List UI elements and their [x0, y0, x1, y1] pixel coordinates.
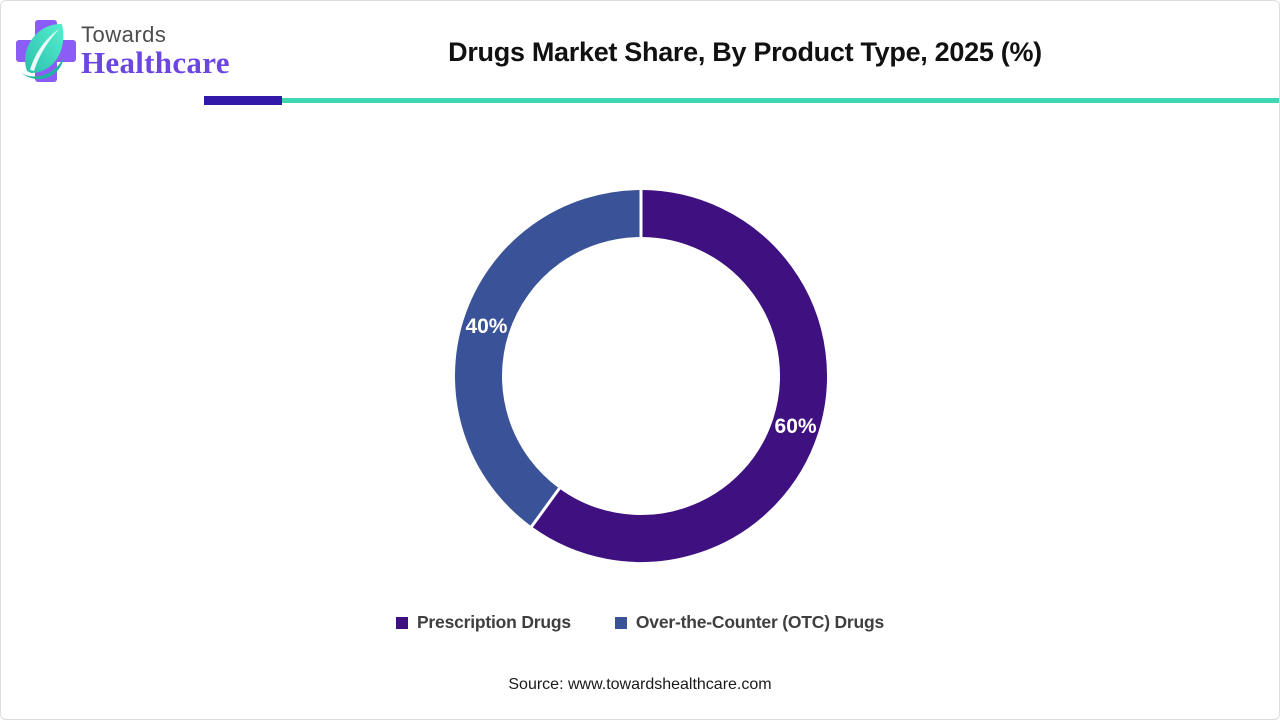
source-text: Source: www.towardshealthcare.com — [508, 676, 772, 693]
legend-item[interactable]: Over-the-Counter (OTC) Drugs — [614, 612, 885, 633]
logo-cross-leaf-icon — [16, 20, 76, 82]
logo-line2: Healthcare — [81, 45, 230, 80]
legend-swatch-icon — [614, 616, 627, 629]
donut-chart-svg: 60% 40% — [455, 189, 827, 562]
page-title: Drugs Market Share, By Product Type, 202… — [448, 37, 1042, 67]
towards-healthcare-logo: Towards Healthcare — [15, 15, 230, 87]
slice-separator — [529, 486, 562, 529]
logo-line1: Towards — [81, 22, 167, 47]
donut-slice[interactable] — [455, 190, 642, 527]
legend-swatch-icon — [395, 616, 408, 629]
legend-label: Prescription Drugs — [416, 612, 571, 632]
divider-teal-line — [282, 97, 1279, 103]
legend-item[interactable]: Prescription Drugs — [395, 612, 571, 633]
header-divider — [204, 95, 1279, 105]
chart-legend: Prescription Drugs Over-the-Counter (OTC)… — [1, 612, 1279, 633]
leaf-icon — [21, 23, 64, 80]
legend-label: Over-the-Counter (OTC) Drugs — [635, 612, 885, 632]
slice-value-label: 40% — [465, 315, 507, 338]
donut-slice[interactable] — [531, 190, 827, 562]
logo-wordmark: Towards Healthcare — [81, 23, 230, 79]
slice-value-label: 60% — [775, 415, 817, 438]
donut-chart: 60% 40% — [431, 166, 851, 586]
divider-accent-block — [204, 95, 282, 105]
